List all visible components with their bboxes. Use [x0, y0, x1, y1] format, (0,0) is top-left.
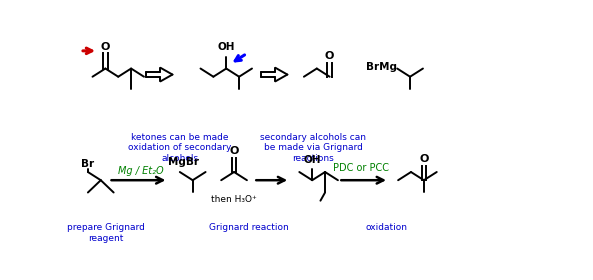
- Text: then H₃O⁺: then H₃O⁺: [211, 195, 257, 204]
- Text: OH: OH: [218, 42, 235, 52]
- Text: oxidation: oxidation: [366, 223, 407, 232]
- Text: O: O: [419, 155, 429, 164]
- Text: secondary alcohols can
be made via Grignard
reactions: secondary alcohols can be made via Grign…: [260, 133, 366, 163]
- Text: OH: OH: [304, 155, 321, 165]
- Text: O: O: [325, 51, 334, 61]
- Text: ketones can be made
oxidation of secondary
alcohols: ketones can be made oxidation of seconda…: [128, 133, 231, 163]
- Text: MgBr: MgBr: [168, 157, 199, 167]
- Text: O: O: [101, 42, 110, 52]
- Text: PDC or PCC: PDC or PCC: [333, 163, 390, 173]
- Text: BrMg: BrMg: [366, 62, 397, 72]
- Text: Grignard reaction: Grignard reaction: [209, 223, 289, 232]
- Text: Br: Br: [81, 159, 94, 169]
- Text: O: O: [229, 146, 239, 156]
- Text: prepare Grignard
reagent: prepare Grignard reagent: [68, 223, 145, 243]
- Text: Mg / Et₂O: Mg / Et₂O: [118, 165, 164, 176]
